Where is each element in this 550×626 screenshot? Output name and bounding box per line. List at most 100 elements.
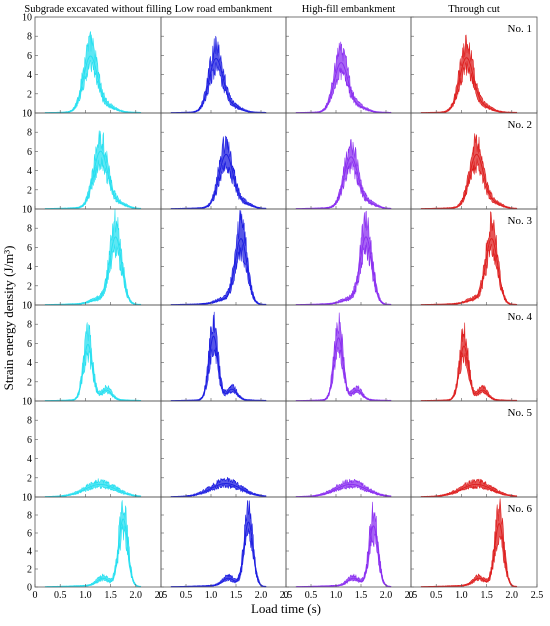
series-line: [421, 483, 517, 498]
row-label: No. 1: [508, 23, 532, 35]
panel-frame: [160, 304, 287, 402]
panels-layer: 0 2 4 6 8 10 No. 1 0 2 4 6 8 10 No. 2 0 2 4 6 8 10 No. 3 0 2 4 6…: [22, 13, 543, 602]
series-band: [420, 498, 518, 588]
y-tick-label: 8: [27, 224, 32, 235]
x-tick-label: 1.5: [355, 590, 368, 601]
y-tick-label: 8: [27, 416, 32, 427]
column-title: Low road embankment: [175, 4, 272, 15]
y-tick-label: 10: [22, 205, 32, 216]
series-line: [296, 337, 391, 402]
panel-frame: [160, 496, 287, 588]
panel-frame: [34, 496, 162, 588]
x-tick-label: 1.5: [480, 590, 493, 601]
x-tick-label: 1.5: [230, 590, 243, 601]
y-tick-label: 4: [27, 70, 32, 81]
y-tick-label: 2: [27, 377, 32, 388]
y-tick-label: 2: [27, 281, 32, 292]
y-tick-label: 6: [27, 339, 32, 350]
y-tick-label: 0: [27, 493, 32, 504]
series-band: [295, 501, 392, 588]
x-tick-label: 2.0: [130, 590, 143, 601]
y-tick-label: 6: [27, 51, 32, 62]
y-tick-label: 6: [27, 147, 32, 158]
series-band: [44, 322, 142, 402]
row-label: No. 4: [508, 311, 533, 323]
x-tick-label: 0: [159, 590, 164, 601]
panel-frame: [285, 16, 412, 114]
x-tick-label: 0.5: [305, 590, 318, 601]
series-band: [44, 31, 142, 114]
y-tick-label: 0: [27, 301, 32, 312]
y-tick-label: 0: [27, 583, 32, 594]
column-title: Through cut: [448, 4, 500, 15]
y-tick-label: 4: [27, 358, 32, 369]
x-tick-label: 1.0: [205, 590, 218, 601]
series-line: [171, 483, 266, 498]
y-tick-label: 8: [27, 128, 32, 139]
panel-frame: [34, 208, 162, 306]
panel-frame: [285, 208, 412, 306]
y-tick-label: 6: [27, 435, 32, 446]
y-tick-label: 6: [27, 529, 32, 540]
x-tick-label: 2.5: [155, 590, 168, 601]
x-tick-label: 1.0: [455, 590, 468, 601]
y-tick-label: 0: [27, 205, 32, 216]
series-band: [170, 311, 267, 402]
series-line: [45, 344, 141, 402]
x-tick-label: 0.5: [54, 590, 67, 601]
series-band: [295, 139, 392, 210]
x-tick-label: 2.5: [405, 590, 418, 601]
x-axis-label: Load time (s): [251, 601, 321, 616]
y-tick-label: 8: [27, 511, 32, 522]
x-tick-label: 1.0: [330, 590, 343, 601]
series-band: [420, 34, 518, 114]
y-tick-label: 2: [27, 185, 32, 196]
series-band: [170, 35, 267, 114]
series-line: [421, 238, 517, 306]
y-tick-label: 0: [27, 109, 32, 120]
row-label: No. 3: [508, 215, 533, 227]
series-band: [420, 133, 518, 210]
column-title: High-fill embankment: [302, 4, 396, 15]
x-tick-label: 0: [409, 590, 414, 601]
y-tick-label: 10: [22, 13, 32, 24]
y-tick-label: 10: [22, 301, 32, 312]
y-tick-label: 4: [27, 262, 32, 273]
series-band: [170, 135, 267, 210]
series-band: [420, 322, 518, 402]
y-tick-label: 2: [27, 473, 32, 484]
series-band: [170, 500, 267, 588]
series-line: [296, 236, 391, 306]
y-tick-label: 10: [22, 397, 32, 408]
series-line: [171, 335, 266, 402]
series-band: [295, 312, 392, 402]
row-label: No. 6: [508, 503, 533, 515]
series-line: [45, 483, 141, 498]
y-tick-label: 10: [22, 493, 32, 504]
panel-frame: [34, 304, 162, 402]
row-label: No. 5: [508, 407, 533, 419]
x-tick-label: 2.0: [380, 590, 393, 601]
x-tick-label: 2.5: [280, 590, 293, 601]
x-tick-label: 2.0: [255, 590, 268, 601]
series-band: [295, 41, 392, 114]
y-tick-label: 10: [22, 109, 32, 120]
series-band: [44, 130, 142, 210]
panel-frame: [410, 496, 538, 588]
panel-frame: [285, 304, 412, 402]
series-line: [421, 345, 517, 402]
y-tick-label: 0: [27, 397, 32, 408]
y-tick-label: 2: [27, 89, 32, 100]
labels-layer: Strain energy density (J/m³) Load time (…: [1, 246, 321, 616]
y-tick-label: 2: [27, 565, 32, 576]
x-tick-label: 2.5: [531, 590, 544, 601]
x-tick-label: 1.0: [79, 590, 92, 601]
y-axis-label: Strain energy density (J/m³): [1, 246, 16, 391]
x-tick-label: 0.5: [430, 590, 443, 601]
x-tick-label: 1.5: [104, 590, 117, 601]
column-title: Subgrade excavated without filling: [24, 4, 172, 15]
y-tick-label: 4: [27, 454, 32, 465]
y-tick-label: 4: [27, 547, 32, 558]
